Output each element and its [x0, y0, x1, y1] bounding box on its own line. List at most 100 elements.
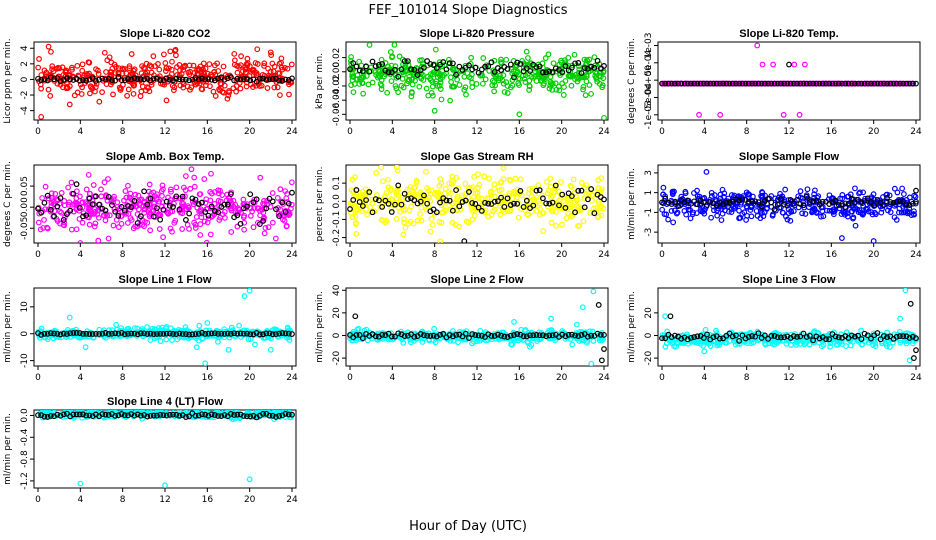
data-point — [44, 192, 51, 199]
x-tick-label: 24 — [910, 250, 922, 260]
data-point — [73, 330, 80, 336]
data-point — [671, 207, 678, 214]
x-tick-label: 16 — [826, 127, 838, 137]
data-point — [549, 332, 556, 339]
data-point — [588, 186, 595, 192]
data-point — [130, 90, 137, 97]
data-point — [202, 76, 209, 83]
data-point — [76, 193, 83, 200]
figure-title: FEF_101014 Slope Diagnostics — [368, 3, 567, 18]
data-point — [549, 193, 556, 199]
data-point — [797, 333, 804, 340]
data-point — [353, 63, 360, 70]
data-point — [137, 76, 144, 82]
data-point — [128, 51, 135, 57]
x-tick-label: 4 — [701, 127, 707, 137]
data-point — [377, 73, 383, 80]
data-point — [768, 80, 775, 87]
data-point — [820, 213, 827, 220]
data-point — [839, 235, 845, 241]
data-point — [87, 90, 93, 97]
data-point — [463, 218, 470, 225]
data-point — [839, 80, 845, 87]
data-point — [74, 62, 81, 69]
data-point — [189, 195, 196, 202]
data-point — [897, 333, 903, 340]
data-point — [461, 238, 468, 243]
data-point — [856, 190, 862, 197]
data-point — [443, 70, 449, 77]
data-point — [51, 76, 57, 83]
data-point — [279, 199, 286, 206]
data-point — [482, 76, 489, 83]
data-point — [147, 227, 154, 234]
data-point — [790, 200, 797, 207]
y-tick-label: 1 — [644, 190, 654, 196]
data-point — [485, 175, 492, 182]
data-point — [277, 92, 283, 99]
data-point — [473, 81, 480, 87]
data-point — [466, 331, 473, 338]
data-point — [180, 184, 187, 191]
data-point — [401, 190, 408, 197]
x-tick-label: 8 — [432, 373, 438, 383]
data-point — [99, 75, 106, 82]
data-point — [475, 195, 482, 202]
data-point — [83, 77, 90, 84]
data-point — [51, 330, 57, 337]
data-point — [98, 186, 104, 193]
data-point — [257, 174, 264, 181]
data-point — [478, 66, 485, 73]
data-point — [904, 208, 911, 215]
data-point — [450, 200, 457, 207]
data-point — [401, 58, 408, 65]
data-point — [182, 193, 188, 200]
data-point — [877, 80, 884, 87]
data-point — [411, 333, 418, 340]
data-point — [358, 62, 365, 69]
panel-title: Slope Li-820 CO2 — [120, 28, 210, 40]
x-tick-label: 24 — [910, 127, 922, 137]
x-tick-label: 8 — [744, 127, 750, 137]
data-point — [198, 214, 205, 221]
data-point — [478, 207, 485, 214]
data-point — [389, 53, 396, 60]
x-tick-label: 16 — [514, 373, 526, 383]
data-point — [675, 203, 681, 210]
y-tick-label: -10 — [20, 353, 30, 368]
data-point — [659, 80, 665, 87]
data-point — [269, 190, 276, 196]
data-point — [425, 204, 432, 210]
data-point — [883, 192, 890, 198]
x-tick-label: 12 — [783, 127, 794, 137]
data-point — [353, 332, 360, 338]
points — [659, 169, 919, 243]
data-point — [266, 330, 273, 337]
data-point — [102, 217, 109, 224]
data-point — [437, 86, 444, 92]
data-point — [154, 205, 160, 212]
data-point — [739, 196, 746, 203]
y-tick-label: -0.05 — [20, 217, 30, 240]
data-point — [411, 185, 417, 191]
x-tick-label: 0 — [659, 127, 665, 137]
data-point — [372, 196, 379, 203]
data-point — [816, 335, 823, 342]
data-point — [728, 192, 735, 198]
data-point — [236, 322, 242, 329]
data-point — [410, 220, 417, 227]
data-point — [382, 60, 389, 66]
data-point — [694, 333, 701, 340]
data-point — [148, 63, 155, 70]
data-point — [95, 71, 102, 77]
data-point — [691, 80, 698, 87]
x-tick-label: 16 — [202, 373, 214, 383]
data-point — [871, 202, 878, 209]
data-point — [125, 75, 131, 82]
data-point — [466, 189, 472, 195]
data-point — [855, 209, 862, 216]
y-tick-label: 20 — [332, 307, 342, 319]
data-point — [491, 198, 498, 205]
data-point — [427, 333, 434, 339]
data-point — [434, 83, 441, 89]
